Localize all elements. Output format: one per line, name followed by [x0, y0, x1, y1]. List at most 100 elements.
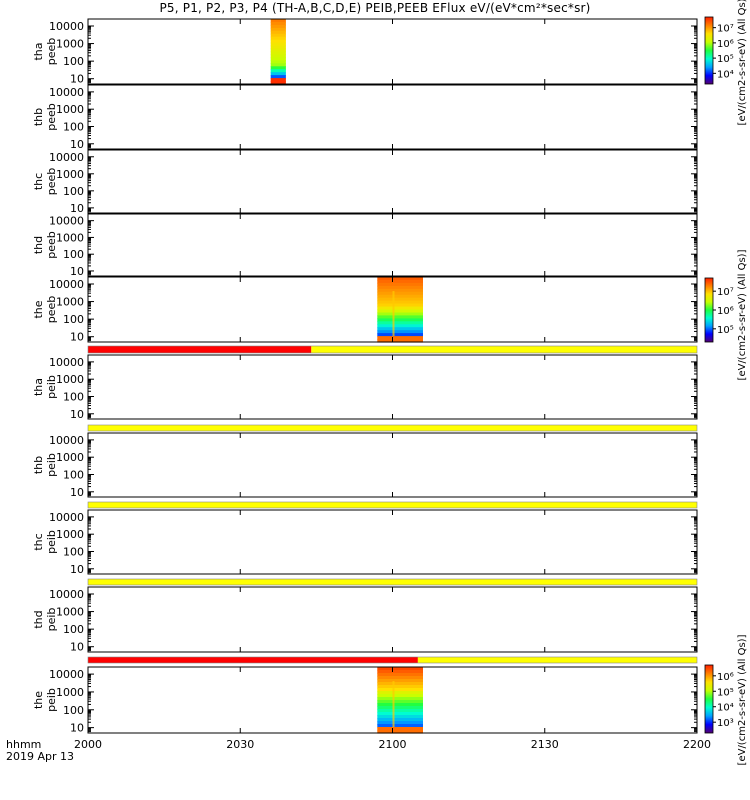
- colorbar: 10⁴ 10⁵ 10⁶ 10⁷ [eV/(cm2-s-sr-eV) (All Qs)]: [704, 0, 748, 125]
- spectrogram-cell: [377, 703, 423, 707]
- colorbar-tick-label: 10⁷: [717, 24, 734, 35]
- y-tick-label: 10000: [49, 278, 84, 291]
- y-tick-label: 10: [70, 641, 84, 654]
- y-tick-label: 10000: [49, 86, 84, 99]
- spectrogram-cell: [377, 339, 423, 343]
- panel-thd-peib: 10 100 1000 10000 thd peib: [32, 586, 698, 654]
- spectrogram-cell: [377, 709, 423, 713]
- y-tick-label: 100: [63, 704, 84, 717]
- spectrogram-cell: [270, 19, 286, 23]
- colorbar-tick-label: 10⁵: [717, 687, 734, 698]
- panel-label-product: peeb: [45, 103, 58, 131]
- panel-the-peeb: 10 100 1000 10000 the peeb: [32, 276, 698, 344]
- colorbar-tick-label: 10⁴: [717, 69, 734, 80]
- x-tick-label: 2130: [531, 738, 559, 751]
- y-tick-label: 10: [70, 563, 84, 576]
- panel-label-product: peeb: [45, 296, 58, 324]
- spectrogram-cell: [377, 333, 423, 337]
- spectrogram-cell: [270, 57, 286, 61]
- spectrogram-cell: [377, 676, 423, 680]
- spectrogram-cell: [270, 27, 286, 32]
- spectrogram-cell: [270, 42, 286, 47]
- spectrogram-cell: [377, 673, 423, 677]
- spectrogram-cell: [377, 691, 423, 695]
- spectrogram-cell: [377, 291, 423, 296]
- flag-frame: [87, 345, 698, 354]
- x-tick-label: 2100: [379, 738, 407, 751]
- colorbar: 10³ 10⁴ 10⁵ 10⁶ [eV/(cm2-s-sr-eV) (All Qs)]: [704, 634, 748, 765]
- y-tick-label: 10: [70, 73, 84, 86]
- flag-bar: [87, 656, 698, 664]
- spectrogram-cell: [377, 721, 423, 725]
- y-tick-label: 100: [63, 390, 84, 403]
- spectrogram-cell: [377, 670, 423, 674]
- y-tick-label: 10: [70, 408, 84, 421]
- panel-label-product: peib: [45, 530, 58, 554]
- y-tick-label: 10000: [49, 151, 84, 164]
- y-tick-label: 10000: [49, 511, 84, 524]
- panel-thd-peeb: 10 100 1000 10000 thd peeb: [32, 213, 698, 278]
- panel-frame: [87, 509, 698, 575]
- spectrogram-cell: [377, 712, 423, 716]
- spectrogram-cell: [270, 54, 286, 59]
- date-label: 2019 Apr 13: [6, 750, 75, 763]
- spectrogram-cell: [270, 22, 286, 26]
- colorbar-tick-label: 10³: [717, 718, 734, 729]
- panel-label-product: peib: [45, 453, 58, 477]
- y-tick-label: 100: [63, 248, 84, 261]
- colorbar-scale: [704, 16, 714, 85]
- panel-label-probe: the: [32, 300, 45, 318]
- y-tick-label: 1000: [56, 296, 84, 309]
- spectrogram-cell: [270, 69, 286, 73]
- y-tick-label: 100: [63, 623, 84, 636]
- spectrogram-cell: [377, 679, 423, 683]
- panel-label-product: peeb: [45, 168, 58, 196]
- panel-label-probe: thb: [32, 456, 45, 474]
- panel-frame: [87, 18, 698, 85]
- panel-label-probe: tha: [32, 378, 45, 396]
- spectrogram-cell: [270, 66, 286, 70]
- spectrogram-cell: [377, 282, 423, 287]
- panel-label-probe: thd: [32, 236, 45, 254]
- panel-label-probe: thc: [32, 533, 45, 550]
- flag-segment-red: [88, 657, 418, 663]
- spectrogram-cell: [377, 667, 423, 671]
- panel-label-product: peib: [45, 608, 58, 632]
- y-tick-label: 10: [70, 331, 84, 344]
- spectrogram-cell: [377, 306, 423, 311]
- panel-thb-peeb: 10 100 1000 10000 thb peeb: [32, 84, 698, 151]
- flag-segment-yellow: [88, 425, 697, 431]
- panel-label-product: peeb: [45, 38, 58, 66]
- spectrogram-cell: [377, 715, 423, 719]
- colorbar-tick-label: 10⁵: [717, 54, 734, 65]
- colorbar-scale: [704, 277, 714, 343]
- spectrogram-cell: [377, 697, 423, 701]
- y-tick-label: 100: [63, 545, 84, 558]
- y-tick-label: 10: [70, 486, 84, 499]
- spectrogram-cell: [377, 730, 423, 734]
- y-tick-label: 10000: [49, 434, 84, 447]
- y-tick-label: 10000: [49, 215, 84, 228]
- x-tick-label: 2200: [683, 738, 711, 751]
- y-tick-label: 100: [63, 120, 84, 133]
- spectrogram-cell: [377, 724, 423, 728]
- y-tick-label: 1000: [56, 451, 84, 464]
- spectrogram-cell: [270, 60, 286, 64]
- spectrogram-cell: [377, 277, 423, 281]
- y-tick-label: 1000: [56, 103, 84, 116]
- panel-frame: [87, 354, 698, 420]
- flag-frame: [87, 578, 698, 586]
- colorbar-tick-label: 10⁷: [717, 287, 734, 298]
- spectrogram-cell: [377, 324, 423, 328]
- spectrogram-cell: [377, 303, 423, 308]
- flag-segment-yellow: [88, 502, 697, 508]
- panel-the-peib: 10 100 1000 10000 the peib: [32, 666, 698, 735]
- panel-thb-peib: 10 100 1000 10000 thb peib: [32, 432, 698, 499]
- spectrogram-cell: [377, 280, 423, 284]
- panel-label-product: peib: [45, 375, 58, 399]
- spectrogram-cell: [377, 297, 423, 302]
- panel-label-product: peib: [45, 688, 58, 712]
- spectrogram-cell: [270, 39, 286, 44]
- spectrogram-cell: [377, 682, 423, 686]
- flag-frame: [87, 501, 698, 509]
